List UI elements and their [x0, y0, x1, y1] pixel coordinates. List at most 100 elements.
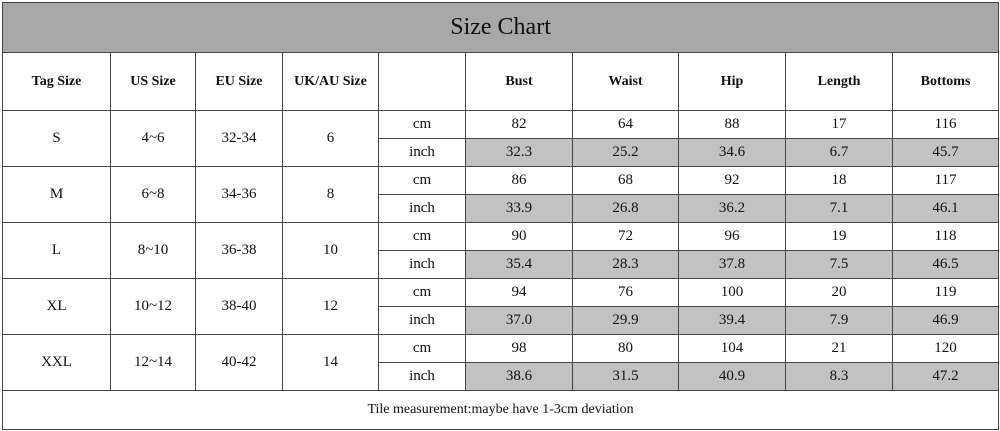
cm-value: 21	[785, 334, 893, 363]
title: Size Chart	[1, 2, 1000, 53]
inch-value: 33.9	[465, 194, 573, 223]
unit-label: cm	[378, 110, 466, 139]
inch-value: 31.5	[572, 362, 679, 391]
header-cell: Length	[785, 52, 893, 111]
size-cell: 6~8	[110, 166, 196, 223]
inch-value: 37.0	[465, 306, 573, 335]
header-unit-cell	[378, 52, 466, 111]
cm-value: 76	[572, 278, 679, 307]
header-cell: EU Size	[195, 52, 283, 111]
size-cell: 36-38	[195, 222, 283, 279]
inch-value: 26.8	[572, 194, 679, 223]
cm-value: 94	[465, 278, 573, 307]
unit-label: cm	[378, 278, 466, 307]
inch-row: inch 37.0 29.9 39.4 7.9 46.9	[3, 306, 1000, 335]
cm-value: 17	[785, 110, 893, 139]
inch-row: inch 38.6 31.5 40.9 8.3 47.2	[3, 362, 1000, 391]
inch-value: 40.9	[678, 362, 786, 391]
inch-value: 36.2	[678, 194, 786, 223]
inch-row: inch 35.4 28.3 37.8 7.5 46.5	[3, 250, 1000, 279]
size-cell: 8	[282, 166, 379, 223]
footer-note: Tile measurement:maybe have 1-3cm deviat…	[1, 390, 1000, 430]
inch-row: inch 33.9 26.8 36.2 7.1 46.1	[3, 194, 1000, 223]
inch-value: 6.7	[785, 138, 893, 167]
inch-value: 8.3	[785, 362, 893, 391]
cm-row: M 6~8 34-36 8 cm 86 68 92 18 117	[2, 166, 1000, 223]
header-cell: US Size	[110, 52, 196, 111]
header-cell: Bust	[465, 52, 573, 111]
inch-value: 25.2	[572, 138, 679, 167]
cm-value: 119	[891, 278, 1000, 307]
size-cell: 38-40	[195, 278, 283, 335]
header-cell: Tag Size	[2, 52, 111, 111]
cm-row: L 8~10 36-38 10 cm 90 72 96 19 118	[2, 222, 1000, 279]
header-cell: Hip	[678, 52, 786, 111]
inch-value: 7.5	[785, 250, 893, 279]
size-cell: 4~6	[110, 110, 196, 167]
inch-value: 38.6	[465, 362, 573, 391]
unit-label: inch	[378, 194, 466, 223]
inch-value: 46.1	[891, 194, 1000, 223]
size-cell: 32-34	[195, 110, 283, 167]
cm-value: 104	[678, 334, 786, 363]
cm-row: XXL 12~14 40-42 14 cm 98 80 104 21 120	[2, 334, 1000, 391]
header-cell: Waist	[572, 52, 679, 111]
inch-value: 45.7	[891, 138, 1000, 167]
size-cell: 14	[282, 334, 379, 391]
cm-value: 118	[891, 222, 1000, 251]
inch-value: 32.3	[465, 138, 573, 167]
inch-row: inch 32.3 25.2 34.6 6.7 45.7	[3, 138, 1000, 167]
cm-row: S 4~6 32-34 6 cm 82 64 88 17 116	[2, 110, 1000, 167]
footer-row: Tile measurement:maybe have 1-3cm deviat…	[1, 390, 1000, 430]
title-row: Size Chart	[1, 2, 1000, 53]
size-cell: 34-36	[195, 166, 283, 223]
cm-value: 117	[891, 166, 1000, 195]
cm-value: 80	[572, 334, 679, 363]
size-cell: XXL	[2, 334, 111, 391]
size-cell: 40-42	[195, 334, 283, 391]
cm-value: 82	[465, 110, 573, 139]
cm-value: 18	[785, 166, 893, 195]
inch-value: 37.8	[678, 250, 786, 279]
size-cell: XL	[2, 278, 111, 335]
unit-label: inch	[378, 138, 466, 167]
size-cell: 10~12	[110, 278, 196, 335]
unit-label: inch	[378, 306, 466, 335]
inch-value: 28.3	[572, 250, 679, 279]
cm-value: 72	[572, 222, 679, 251]
inch-value: 7.9	[785, 306, 893, 335]
cm-value: 116	[891, 110, 1000, 139]
size-cell: 6	[282, 110, 379, 167]
cm-value: 64	[572, 110, 679, 139]
header-cell: UK/AU Size	[282, 52, 379, 111]
size-cell: L	[2, 222, 111, 279]
cm-value: 88	[678, 110, 786, 139]
inch-value: 39.4	[678, 306, 786, 335]
inch-value: 35.4	[465, 250, 573, 279]
inch-value: 46.5	[891, 250, 1000, 279]
inch-value: 29.9	[572, 306, 679, 335]
unit-label: cm	[378, 222, 466, 251]
cm-value: 68	[572, 166, 679, 195]
inch-value: 7.1	[785, 194, 893, 223]
cm-value: 86	[465, 166, 573, 195]
cm-value: 98	[465, 334, 573, 363]
size-cell: 12~14	[110, 334, 196, 391]
cm-value: 20	[785, 278, 893, 307]
unit-label: inch	[378, 362, 466, 391]
cm-row: XL 10~12 38-40 12 cm 94 76 100 20 119	[2, 278, 1000, 335]
inch-value: 47.2	[891, 362, 1000, 391]
cm-value: 120	[891, 334, 1000, 363]
size-cell: S	[2, 110, 111, 167]
inch-value: 34.6	[678, 138, 786, 167]
unit-label: cm	[378, 334, 466, 363]
size-cell: 8~10	[110, 222, 196, 279]
cm-value: 19	[785, 222, 893, 251]
size-cell: M	[2, 166, 111, 223]
header-row: Tag Size US Size EU Size UK/AU Size Bust Wais…	[2, 52, 1000, 111]
size-cell: 12	[282, 278, 379, 335]
inch-value: 46.9	[891, 306, 1000, 335]
